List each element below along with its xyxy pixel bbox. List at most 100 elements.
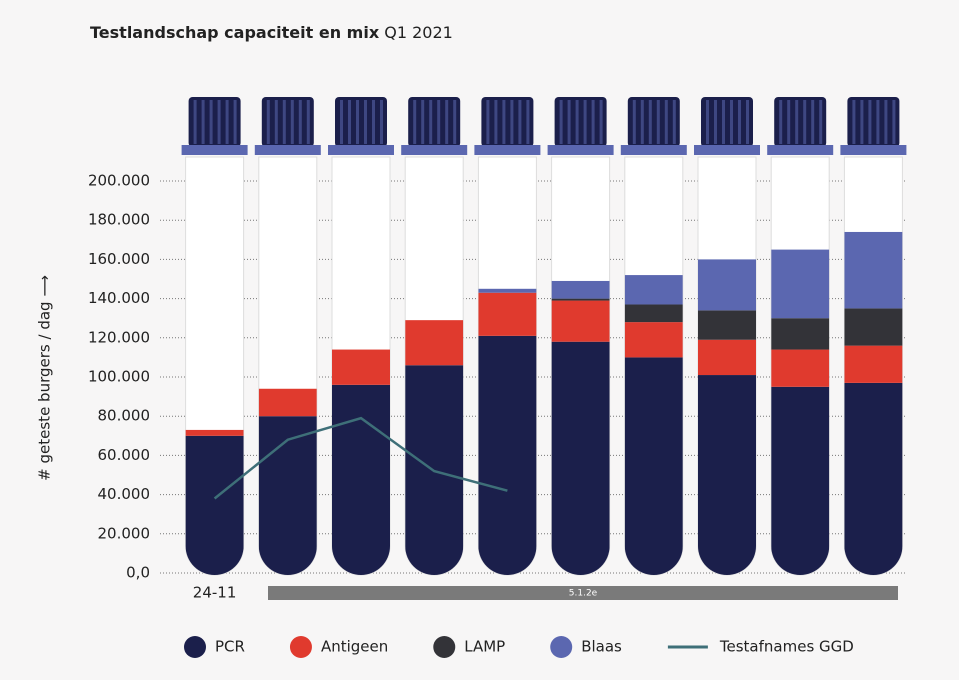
bar-segment bbox=[844, 308, 903, 346]
cap-ridge bbox=[811, 100, 815, 144]
cap-ridge bbox=[290, 100, 294, 144]
cap-ridge bbox=[502, 100, 506, 144]
legend-swatch bbox=[433, 636, 456, 658]
annotation: 5.1.2e bbox=[569, 589, 598, 599]
cap-ridge bbox=[445, 100, 449, 144]
chart-title-group: Testlandschap capaciteit en mix Q1 2021 bbox=[90, 23, 453, 42]
bar-segment bbox=[332, 384, 390, 575]
tube-fill bbox=[771, 249, 830, 575]
y-tick-label: 140.000 bbox=[88, 289, 150, 307]
tube-fill bbox=[185, 429, 244, 575]
cap-ridge bbox=[738, 100, 741, 144]
bar-segment bbox=[698, 310, 756, 340]
cap-ridge bbox=[779, 100, 783, 144]
y-axis-label: # geteste burgers / dag ⟶ bbox=[36, 275, 54, 481]
cap-ridge bbox=[518, 100, 522, 144]
cap-ridge bbox=[591, 100, 595, 144]
tube-fill bbox=[698, 259, 756, 575]
y-tick-label: 20.000 bbox=[98, 524, 151, 542]
bar-segment bbox=[258, 388, 317, 417]
cap-rim bbox=[401, 145, 468, 155]
bar-segment bbox=[771, 318, 830, 350]
cap-ridge bbox=[803, 100, 807, 144]
cap-ridge bbox=[356, 100, 359, 144]
tube-fill bbox=[332, 349, 390, 575]
cap-ridge bbox=[706, 100, 709, 144]
bar-segment bbox=[624, 275, 683, 305]
cap-ridge bbox=[429, 100, 433, 144]
cap-rim bbox=[254, 145, 321, 155]
cap-ridge bbox=[413, 100, 417, 144]
cap-rim bbox=[694, 145, 760, 155]
cap-ridge bbox=[722, 100, 725, 144]
bar-segment bbox=[624, 322, 683, 358]
cap-ridge bbox=[526, 100, 530, 144]
bar-segment bbox=[844, 345, 903, 383]
bar-segment bbox=[185, 435, 244, 575]
cap-ridge bbox=[876, 100, 880, 144]
cap-ridge bbox=[298, 100, 302, 144]
cap-ridge bbox=[730, 100, 733, 144]
legend-swatch bbox=[184, 636, 206, 658]
bar-segment bbox=[771, 386, 830, 575]
cap-ridge bbox=[583, 100, 587, 144]
bar-segment bbox=[478, 288, 537, 293]
x-tick-label: 24-11 bbox=[193, 584, 237, 602]
cap-ridge bbox=[787, 100, 791, 144]
cap-ridge bbox=[599, 100, 603, 144]
bar-segment bbox=[405, 320, 464, 366]
tube-fill bbox=[551, 280, 610, 575]
cap-ridge bbox=[494, 100, 498, 144]
annotation-bar bbox=[268, 586, 898, 600]
cap-ridge bbox=[868, 100, 872, 144]
cap-ridge bbox=[209, 100, 213, 144]
cap-ridge bbox=[559, 100, 563, 144]
tube-fill bbox=[478, 288, 537, 575]
chart-title: Testlandschap capaciteit en mix bbox=[90, 23, 380, 42]
cap-ridge bbox=[282, 100, 286, 144]
bar-segment bbox=[624, 304, 683, 323]
cap-ridge bbox=[510, 100, 514, 144]
cap-ridge bbox=[217, 100, 221, 144]
y-tick-label: 120.000 bbox=[88, 328, 150, 346]
cap-ridge bbox=[306, 100, 310, 144]
cap-ridge bbox=[421, 100, 425, 144]
cap-ridge bbox=[453, 100, 457, 144]
cap-ridge bbox=[437, 100, 441, 144]
y-tick-label: 80.000 bbox=[98, 407, 151, 425]
cap-rim bbox=[547, 145, 614, 155]
cap-ridge bbox=[274, 100, 278, 144]
cap-ridge bbox=[656, 100, 660, 144]
cap-rim bbox=[474, 145, 541, 155]
cap-ridge bbox=[664, 100, 668, 144]
bar-segment bbox=[478, 335, 537, 575]
chart-subtitle: Q1 2021 bbox=[384, 23, 453, 42]
cap-ridge bbox=[340, 100, 343, 144]
y-tick-label: 160.000 bbox=[88, 250, 150, 268]
cap-ridge bbox=[672, 100, 676, 144]
cap-ridge bbox=[648, 100, 652, 144]
cap-ridge bbox=[348, 100, 351, 144]
bar-segment bbox=[844, 382, 903, 575]
cap-rim bbox=[840, 145, 907, 155]
y-tick-label: 0,0 bbox=[126, 564, 150, 582]
cap-rim bbox=[181, 145, 248, 155]
cap-ridge bbox=[567, 100, 571, 144]
bar-segment bbox=[478, 292, 537, 336]
cap-rim bbox=[328, 145, 394, 155]
line-series bbox=[213, 416, 508, 500]
bar-segment bbox=[551, 300, 610, 342]
bar-segment bbox=[698, 375, 756, 575]
legend-swatch bbox=[289, 636, 312, 658]
y-tick-label: 180.000 bbox=[88, 211, 150, 229]
cap-ridge bbox=[632, 100, 636, 144]
cap-ridge bbox=[380, 100, 383, 144]
legend-label: Testafnames GGD bbox=[719, 638, 854, 656]
y-tick-label: 200.000 bbox=[88, 172, 150, 190]
y-tick-label: 40.000 bbox=[98, 485, 151, 503]
cap-ridge bbox=[225, 100, 229, 144]
legend-swatch bbox=[550, 636, 573, 658]
tube-fill bbox=[258, 388, 317, 575]
tube-fill bbox=[405, 320, 464, 575]
bar-segment bbox=[698, 259, 756, 311]
